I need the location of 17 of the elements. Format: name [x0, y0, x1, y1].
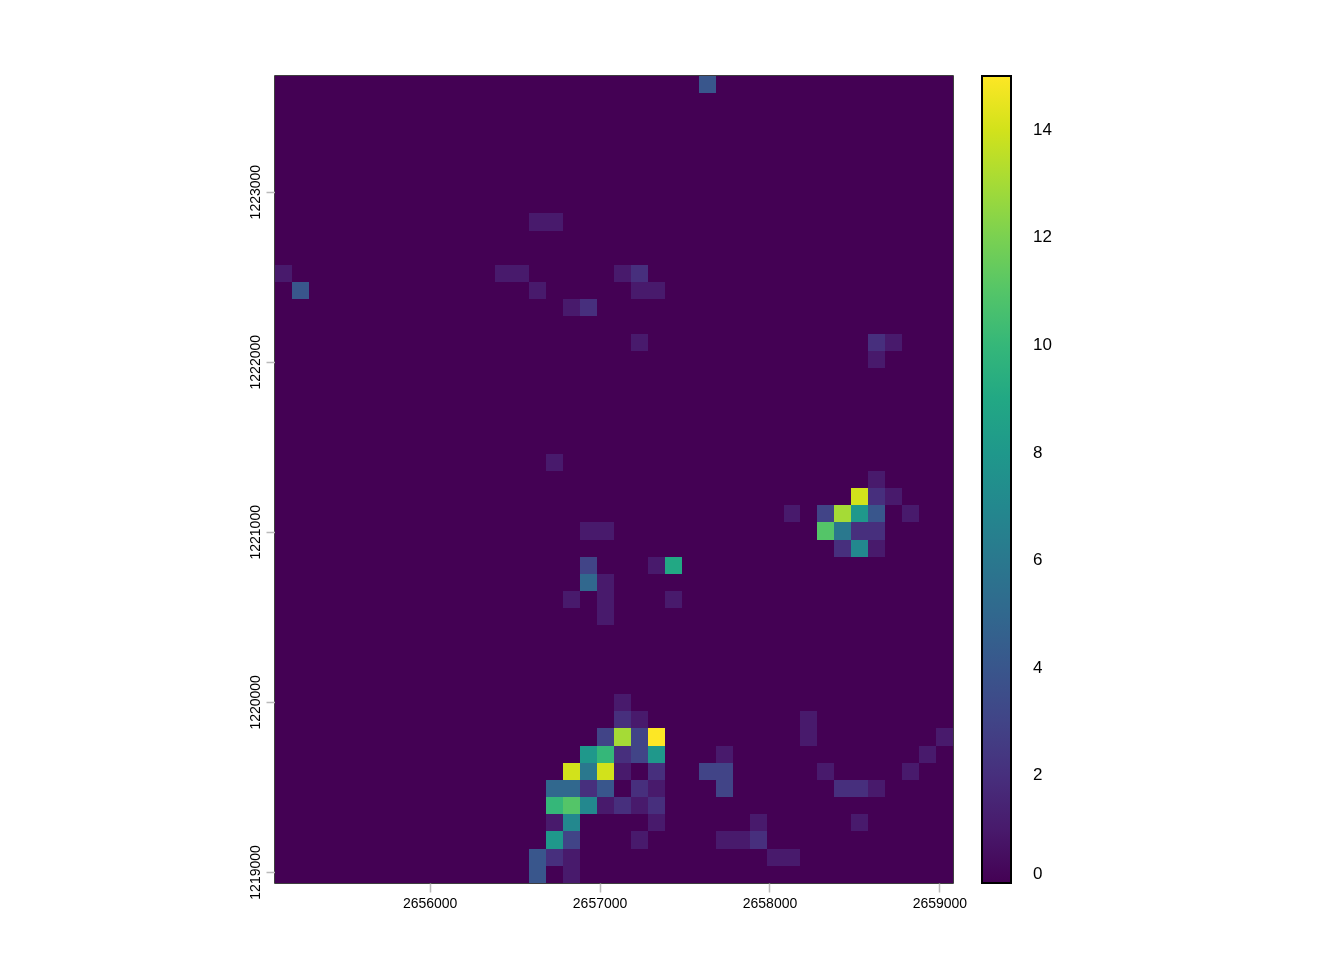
- x-tick-label: 2657000: [572, 894, 628, 911]
- color-bar-label: 10: [1033, 335, 1052, 354]
- color-bar-label: 0: [1033, 864, 1043, 883]
- color-bar-label: 14: [1033, 119, 1052, 139]
- color-bar-label: 2: [1033, 765, 1043, 785]
- y-tick-label: 1222000: [246, 334, 263, 390]
- color-bar-label: 8: [1033, 442, 1043, 462]
- y-tick-label: 1219000: [246, 844, 263, 900]
- y-tick-label: 1221000: [246, 504, 263, 560]
- color-bar-label: 12: [1033, 227, 1052, 247]
- x-tick-label: 2658000: [742, 894, 798, 911]
- x-tick-label: 2656000: [402, 894, 458, 911]
- x-tick-label: 2659000: [912, 894, 968, 911]
- y-tick-label: 1220000: [246, 674, 263, 730]
- color-bar-label: 6: [1033, 550, 1043, 570]
- y-tick-label: 1223000: [246, 164, 263, 220]
- color-bar-label: 4: [1033, 657, 1043, 677]
